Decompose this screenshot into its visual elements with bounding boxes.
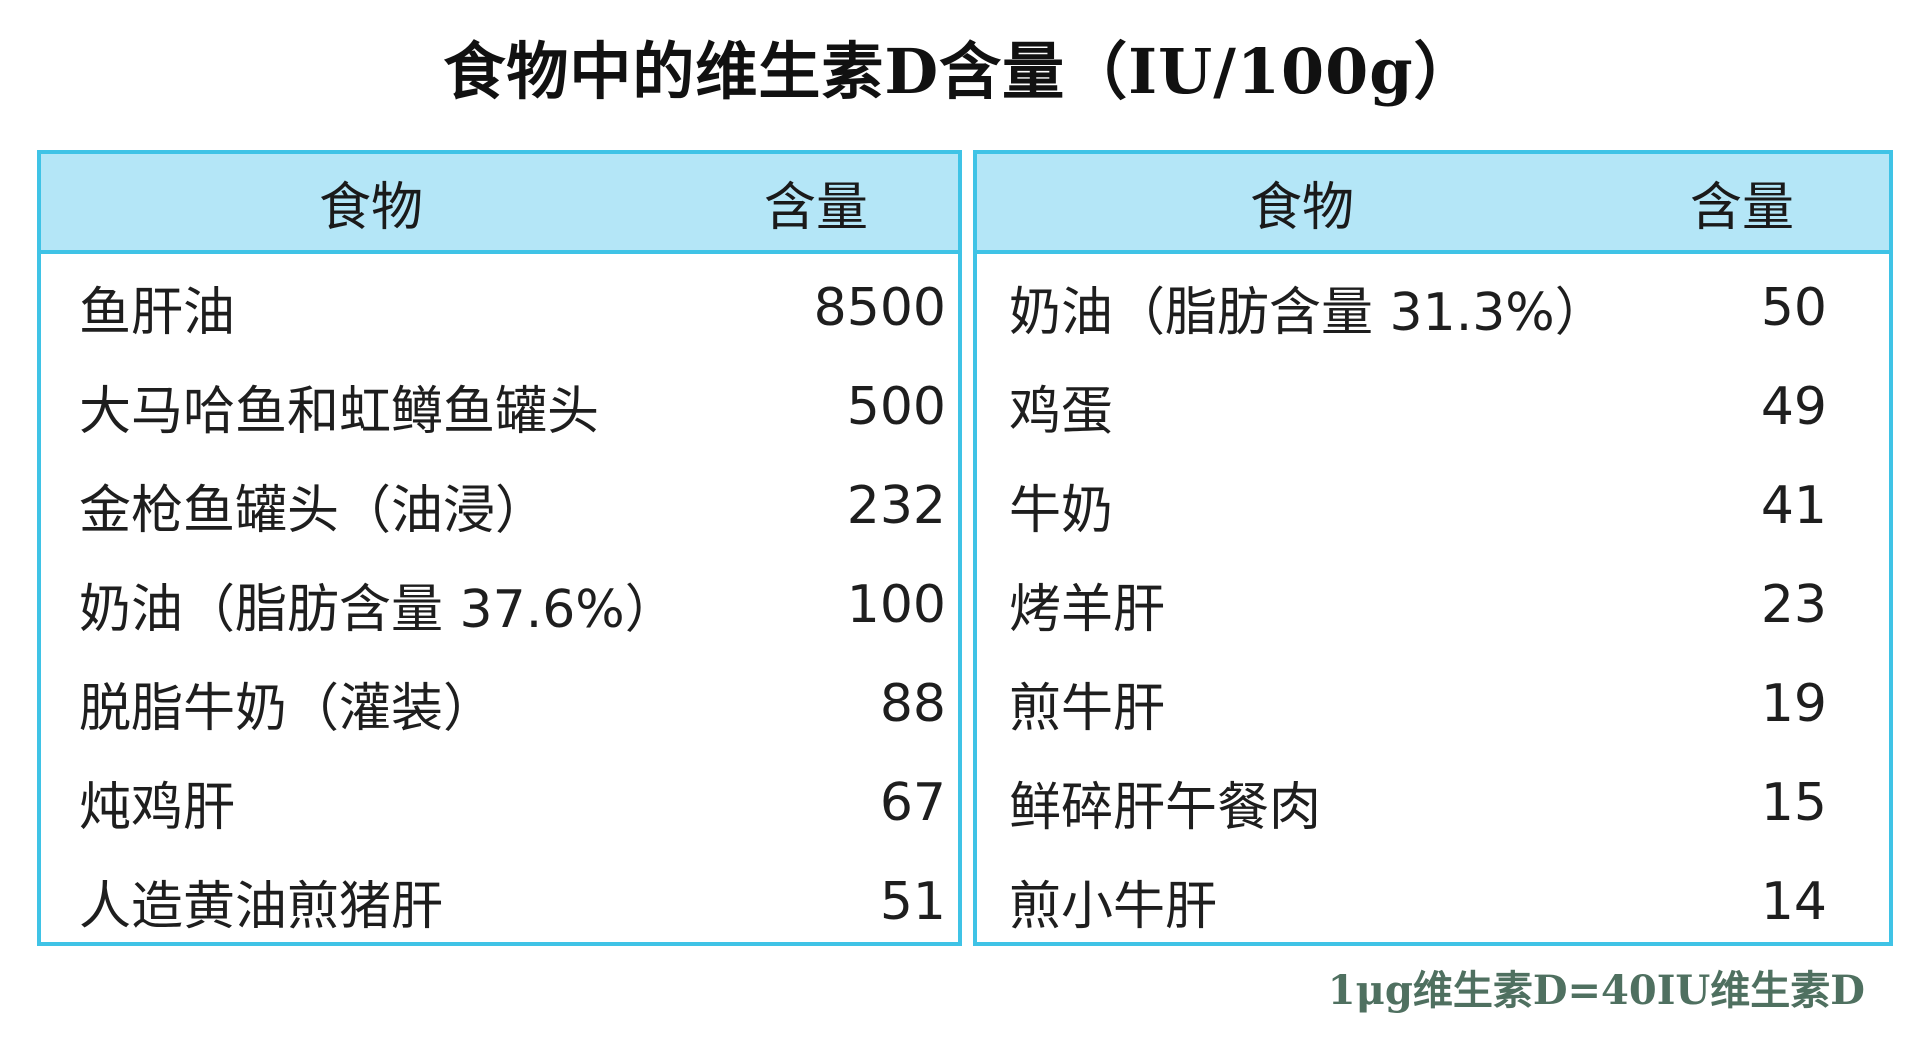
table-row: 奶油（脂肪含量 37.6%） 100 [41,555,958,654]
food-cell: 鲜碎肝午餐肉 [1009,778,1322,838]
amount-cell: 88 [879,673,946,734]
amount-cell: 232 [846,475,946,536]
amount-cell: 8500 [813,277,946,338]
table-row: 煎牛肝 19 [977,654,1889,753]
table-row: 牛奶 41 [977,456,1889,555]
table-row: 人造黄油煎猪肝 51 [41,852,958,951]
table-row: 鲜碎肝午餐肉 15 [977,753,1889,852]
food-cell: 烤羊肝 [1009,580,1166,640]
table-row: 煎小牛肝 14 [977,852,1889,951]
amount-cell: 51 [879,871,946,932]
right-table-panel: 食物 含量 奶油（脂肪含量 31.3%） 50 鸡蛋 49 牛奶 41 烤羊肝 … [973,150,1893,946]
food-cell: 鸡蛋 [1009,382,1114,442]
amount-cell: 14 [1760,871,1827,932]
table-row: 脱脂牛奶（灌装） 88 [41,654,958,753]
left-table-panel: 食物 含量 鱼肝油 8500 大马哈鱼和虹鳟鱼罐头 500 金枪鱼罐头（油浸） … [37,150,962,946]
vitamin-d-table: 食物 含量 鱼肝油 8500 大马哈鱼和虹鳟鱼罐头 500 金枪鱼罐头（油浸） … [37,150,1893,946]
amount-cell: 500 [846,376,946,437]
food-cell: 牛奶 [1009,481,1114,541]
left-table-header: 食物 含量 [41,154,958,254]
amount-cell: 19 [1760,673,1827,734]
table-row: 鱼肝油 8500 [41,258,958,357]
table-row: 大马哈鱼和虹鳟鱼罐头 500 [41,357,958,456]
amount-cell: 41 [1760,475,1827,536]
food-column-header: 食物 [318,177,423,238]
amount-cell: 100 [846,574,946,635]
food-cell: 人造黄油煎猪肝 [79,877,444,937]
right-table-header: 食物 含量 [977,154,1889,254]
table-row: 奶油（脂肪含量 31.3%） 50 [977,258,1889,357]
page-title: 食物中的维生素D含量（IU/100g） [443,35,1477,108]
amount-cell: 15 [1760,772,1827,833]
food-column-header: 食物 [1249,177,1354,238]
food-cell: 脱脂牛奶（灌装） [79,679,496,739]
conversion-note: 1μg维生素D=40IU维生素D [1327,967,1865,1014]
food-cell: 鱼肝油 [79,283,236,343]
amount-cell: 50 [1760,277,1827,338]
left-table-body: 鱼肝油 8500 大马哈鱼和虹鳟鱼罐头 500 金枪鱼罐头（油浸） 232 奶油… [41,254,958,957]
food-cell: 煎牛肝 [1009,679,1166,739]
amount-column-header: 含量 [763,177,868,238]
amount-cell: 49 [1760,376,1827,437]
table-row: 炖鸡肝 67 [41,753,958,852]
food-cell: 奶油（脂肪含量 37.6%） [79,580,677,640]
food-cell: 炖鸡肝 [79,778,236,838]
amount-cell: 67 [879,772,946,833]
amount-column-header: 含量 [1689,177,1794,238]
table-row: 鸡蛋 49 [977,357,1889,456]
food-cell: 奶油（脂肪含量 31.3%） [1009,283,1607,343]
table-row: 金枪鱼罐头（油浸） 232 [41,456,958,555]
amount-cell: 23 [1760,574,1827,635]
food-cell: 大马哈鱼和虹鳟鱼罐头 [79,382,600,442]
food-cell: 金枪鱼罐头（油浸） [79,481,548,541]
table-row: 烤羊肝 23 [977,555,1889,654]
food-cell: 煎小牛肝 [1009,877,1218,937]
right-table-body: 奶油（脂肪含量 31.3%） 50 鸡蛋 49 牛奶 41 烤羊肝 23 煎牛肝… [977,254,1889,957]
